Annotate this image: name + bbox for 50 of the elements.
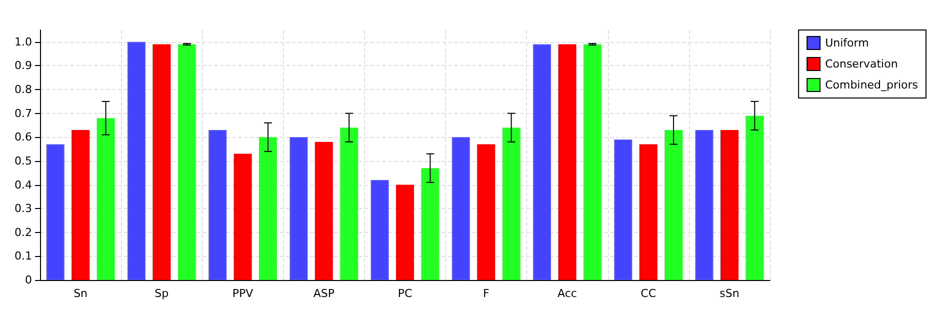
bar (558, 44, 576, 280)
y-tick-label: 0 (25, 274, 32, 286)
y-tick-label: 0.8 (14, 83, 32, 96)
bar (421, 168, 440, 280)
bar (258, 137, 277, 280)
bar (152, 44, 171, 280)
bar (314, 142, 333, 280)
y-tick-label: 0.9 (14, 59, 32, 72)
bar (208, 130, 227, 280)
bar (234, 154, 252, 280)
bar (396, 184, 414, 280)
bar (72, 130, 90, 280)
bar (502, 128, 520, 280)
bar (746, 116, 764, 280)
y-tick-label: 1.0 (14, 35, 32, 48)
y-tick-label: 0.4 (14, 178, 32, 192)
bar (695, 130, 714, 280)
legend-label: Uniform (825, 36, 869, 50)
x-tick-label: Sp (154, 287, 169, 300)
bar (127, 42, 146, 280)
x-tick-label: PPV (232, 287, 254, 300)
x-tick-label: Sn (74, 287, 88, 300)
legend-label: Conservation (825, 58, 898, 70)
x-tick-label: CC (640, 287, 656, 300)
y-tick-label: 0.2 (14, 226, 32, 239)
bar (452, 137, 470, 280)
bar (533, 44, 552, 280)
bar (639, 144, 658, 280)
bar (290, 137, 308, 280)
bar (614, 140, 632, 280)
y-tick-label: 0.1 (14, 250, 32, 263)
bar (583, 44, 602, 280)
x-tick-label: Acc (558, 287, 577, 300)
bar (477, 144, 496, 280)
y-tick-label: 0.7 (14, 106, 32, 120)
y-tick-label: 0.5 (14, 154, 32, 168)
bar (96, 118, 115, 280)
x-tick-label: PC (398, 287, 412, 300)
y-tick-label: 0.6 (14, 130, 32, 144)
bar (370, 180, 389, 280)
x-tick-label: F (482, 287, 490, 300)
legend-label: Combined_priors (825, 78, 918, 92)
x-tick-label: ASP (313, 287, 335, 300)
x-tick-label: sSn (720, 287, 740, 300)
bar (178, 44, 196, 280)
bar (46, 144, 64, 280)
bar (340, 128, 358, 280)
bar (720, 130, 738, 280)
bar (664, 130, 683, 280)
y-tick-label: 0.3 (14, 202, 32, 216)
